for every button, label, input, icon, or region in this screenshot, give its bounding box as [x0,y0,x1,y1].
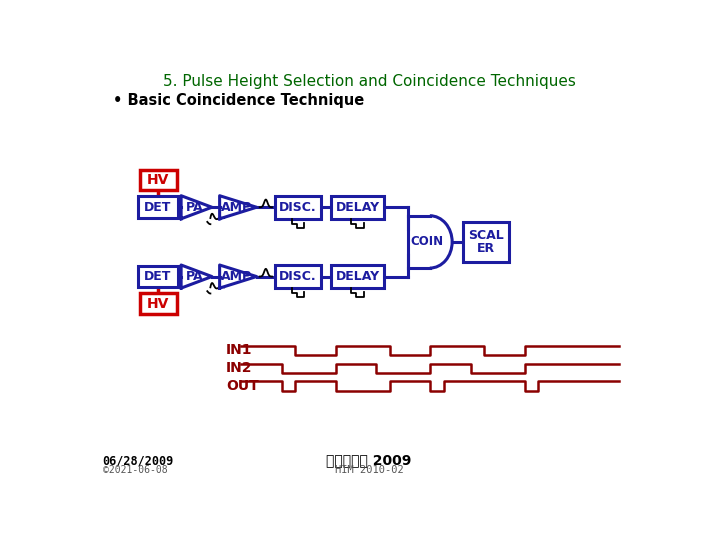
FancyBboxPatch shape [330,195,384,219]
Text: IN2: IN2 [226,361,252,375]
Text: PA: PA [185,270,203,283]
Text: SCAL: SCAL [468,230,504,242]
Text: HIM 2010-02: HIM 2010-02 [335,465,403,475]
Text: PA: PA [185,201,203,214]
FancyBboxPatch shape [140,294,176,314]
FancyBboxPatch shape [275,195,321,219]
FancyBboxPatch shape [463,222,509,262]
Text: 핵물리학교 2009: 핵물리학교 2009 [326,454,412,468]
Text: 06/28/2009: 06/28/2009 [102,454,174,467]
Text: IN1: IN1 [226,343,252,357]
Text: OUT: OUT [226,379,258,393]
FancyBboxPatch shape [138,197,178,218]
Text: DELAY: DELAY [336,270,379,283]
Text: DISC.: DISC. [279,201,317,214]
FancyBboxPatch shape [140,170,176,190]
Text: 5. Pulse Height Selection and Coincidence Techniques: 5. Pulse Height Selection and Coincidenc… [163,74,575,89]
Text: DET: DET [144,270,171,283]
Text: DELAY: DELAY [336,201,379,214]
Text: HV: HV [147,173,169,187]
Text: ©2021-06-08: ©2021-06-08 [102,465,167,475]
Text: DISC.: DISC. [279,270,317,283]
Text: ER: ER [477,241,495,254]
Text: • Basic Coincidence Technique: • Basic Coincidence Technique [113,93,364,109]
Text: COIN: COIN [410,235,444,248]
FancyBboxPatch shape [275,265,321,288]
Text: AMP: AMP [221,201,252,214]
Text: AMP: AMP [221,270,252,283]
FancyBboxPatch shape [330,265,384,288]
FancyBboxPatch shape [138,266,178,287]
Text: HV: HV [147,296,169,310]
Text: DET: DET [144,201,171,214]
